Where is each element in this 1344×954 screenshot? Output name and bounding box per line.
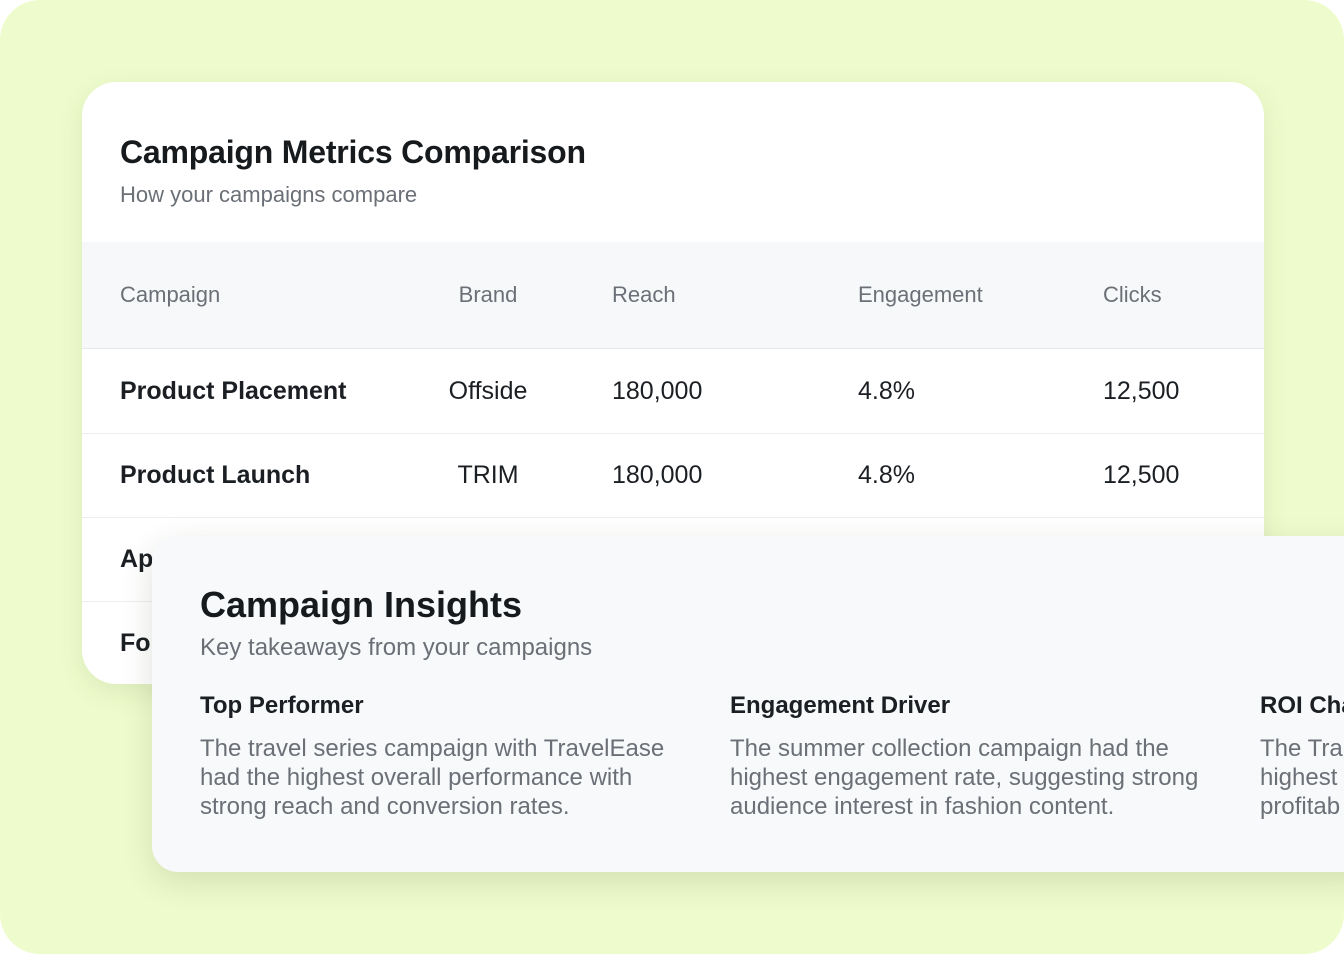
insight-heading: Engagement Driver <box>730 692 951 719</box>
column-header-brand[interactable]: Brand <box>458 282 518 307</box>
clicks-cell: 12,500 <box>1103 461 1180 489</box>
reach-cell: 180,000 <box>612 377 703 405</box>
campaign-name-cell: Ap <box>120 545 154 573</box>
insight-text: The summer collection campaign had the h… <box>730 735 1199 820</box>
insights-card-subtitle: Key takeaways from your campaigns <box>200 634 593 661</box>
table-row[interactable]: Product Launch TRIM 180,000 4.8% 12,500 <box>82 433 1264 518</box>
campaign-insights-card: Campaign Insights Key takeaways from you… <box>152 536 1344 872</box>
insight-top-performer: Top Performer The travel series campaign… <box>200 692 700 821</box>
insight-heading: ROI Cha <box>1260 692 1344 719</box>
campaign-name-cell: Fo <box>120 629 151 657</box>
column-header-campaign[interactable]: Campaign <box>120 282 221 307</box>
brand-cell: TRIM <box>457 461 519 489</box>
column-header-clicks[interactable]: Clicks <box>1103 282 1162 307</box>
campaign-name-cell: Product Launch <box>120 461 311 489</box>
column-header-reach[interactable]: Reach <box>612 282 676 307</box>
insight-text: The travel series campaign with TravelEa… <box>200 735 665 820</box>
insight-text: The Tra highest profitab <box>1260 735 1343 820</box>
brand-cell: Offside <box>448 377 528 405</box>
reach-cell: 180,000 <box>612 461 703 489</box>
insight-roi: ROI Cha The Tra highest profitab <box>1260 692 1344 821</box>
clicks-cell: 12,500 <box>1103 377 1180 405</box>
table-row[interactable]: Product Placement Offside 180,000 4.8% 1… <box>82 349 1264 434</box>
engagement-cell: 4.8% <box>858 377 915 405</box>
insights-card-title: Campaign Insights <box>200 584 523 625</box>
insight-heading: Top Performer <box>200 692 364 719</box>
insight-engagement-driver: Engagement Driver The summer collection … <box>730 692 1230 821</box>
column-header-engagement[interactable]: Engagement <box>858 282 983 307</box>
engagement-cell: 4.8% <box>858 461 915 489</box>
table-row[interactable]: Fo <box>82 601 1264 684</box>
metrics-card-subtitle: How your campaigns compare <box>120 182 418 207</box>
table-header-row: Campaign Brand Reach Engagement Clicks <box>82 242 1264 349</box>
metrics-card-title: Campaign Metrics Comparison <box>120 134 586 170</box>
campaign-name-cell: Product Placement <box>120 377 347 405</box>
